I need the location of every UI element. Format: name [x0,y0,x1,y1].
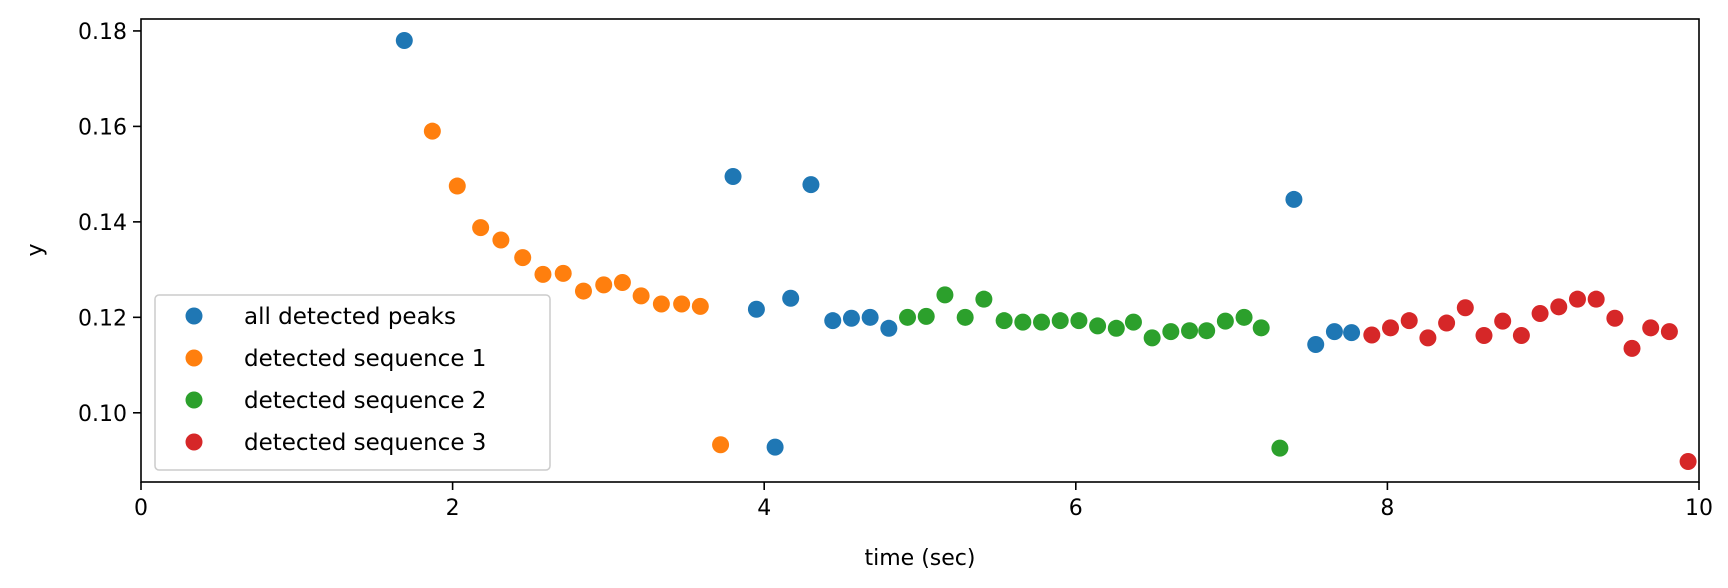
point-series-4 [1438,314,1456,332]
point-series-2 [673,295,691,313]
point-series-1 [1343,324,1361,342]
point-series-2 [691,297,709,315]
x-tick-label: 8 [1380,496,1394,521]
point-series-1 [766,438,784,456]
legend-marker-series-2 [185,349,203,367]
point-series-1 [782,289,800,307]
legend-label-series-1: all detected peaks [244,304,456,330]
point-series-4 [1568,290,1586,308]
point-series-3 [956,308,974,326]
point-series-3 [1124,313,1142,331]
y-tick-label: 0.16 [78,115,127,140]
plot-points [395,31,1697,470]
point-series-1 [1285,190,1303,208]
y-axis: 0.10 0.12 0.14 0.16 0.18 [78,20,141,427]
point-series-4 [1512,326,1530,344]
legend: all detected peaks detected sequence 1 det… [154,294,551,471]
x-tick-label: 10 [1685,496,1713,521]
point-series-3 [1051,312,1069,330]
y-axis-title: y [23,243,48,256]
point-series-1 [824,312,842,330]
point-series-3 [1216,312,1234,330]
legend-marker-series-1 [185,307,203,325]
point-series-3 [899,308,917,326]
point-series-1 [747,300,765,318]
y-tick-label: 0.10 [78,402,127,427]
x-tick-label: 4 [757,496,771,521]
point-series-1 [1325,323,1343,341]
point-series-4 [1382,319,1400,337]
point-series-4 [1456,299,1474,317]
point-series-1 [880,319,898,337]
point-series-2 [554,264,572,282]
y-tick-label: 0.18 [78,20,127,45]
x-axis: 0 2 4 6 8 10 [134,482,1713,521]
x-axis-title: time (sec) [865,546,976,571]
x-tick-label: 2 [446,496,460,521]
point-series-3 [1033,313,1051,331]
point-series-2 [423,122,441,140]
point-series-4 [1531,305,1549,323]
point-series-1 [395,31,413,49]
point-series-1 [802,176,820,194]
point-series-2 [534,265,552,283]
point-series-2 [514,249,532,267]
point-series-4 [1623,339,1641,357]
point-series-2 [448,177,466,195]
point-series-3 [1252,319,1270,337]
point-series-3 [975,290,993,308]
point-series-4 [1679,452,1697,470]
legend-box [154,294,551,471]
point-series-4 [1550,298,1568,316]
point-series-3 [1235,308,1253,326]
y-tick-label: 0.12 [78,306,127,331]
point-series-3 [936,286,954,304]
point-series-3 [1198,322,1216,340]
point-series-3 [1070,312,1088,330]
point-series-2 [595,276,613,294]
point-series-4 [1363,326,1381,344]
plot-frame [140,18,1700,483]
point-series-4 [1419,329,1437,347]
point-series-3 [1014,313,1032,331]
point-series-3 [1107,319,1125,337]
point-series-2 [652,295,670,313]
point-series-2 [472,219,490,237]
point-series-4 [1400,312,1418,330]
legend-label-series-4: detected sequence 3 [244,430,486,456]
point-series-4 [1587,290,1605,308]
point-series-3 [917,307,935,325]
point-series-3 [1181,322,1199,340]
x-tick-label: 0 [134,496,148,521]
point-series-2 [712,436,730,454]
point-series-3 [1089,317,1107,335]
legend-label-series-2: detected sequence 1 [244,346,486,372]
point-series-4 [1475,326,1493,344]
point-series-1 [1307,336,1325,354]
point-series-4 [1606,309,1624,327]
y-tick-label: 0.14 [78,211,127,236]
point-series-4 [1494,312,1512,330]
legend-marker-series-4 [185,433,203,451]
point-series-2 [632,287,650,305]
point-series-2 [492,231,510,249]
point-series-3 [995,312,1013,330]
legend-label-series-3: detected sequence 2 [244,388,486,414]
point-series-4 [1660,323,1678,341]
point-series-3 [1143,329,1161,347]
point-series-3 [1162,323,1180,341]
x-tick-label: 6 [1069,496,1083,521]
point-series-4 [1642,319,1660,337]
legend-marker-series-3 [185,391,203,409]
point-series-1 [842,309,860,327]
point-series-1 [724,168,742,186]
point-series-1 [861,308,879,326]
point-series-2 [574,282,592,300]
point-series-3 [1271,439,1289,457]
point-series-2 [613,273,631,291]
